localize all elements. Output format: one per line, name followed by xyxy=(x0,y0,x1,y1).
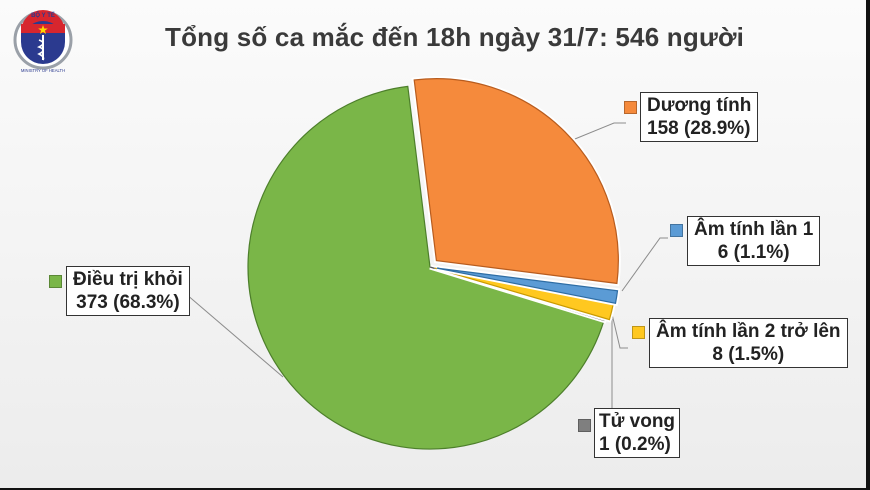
label-name: Điều trị khỏi xyxy=(73,269,183,290)
legend-swatch-tu-vong xyxy=(578,419,591,432)
leader-line-am-tinh-1 xyxy=(621,237,668,292)
svg-text:MINISTRY OF HEALTH: MINISTRY OF HEALTH xyxy=(21,68,65,73)
leader-line-dieu-tri-khoi xyxy=(185,293,284,378)
leader-line-duong-tinh xyxy=(569,122,626,142)
label-value: 373 (68.3%) xyxy=(76,292,180,313)
slice-duong-tinh xyxy=(413,78,619,285)
pie-slices xyxy=(247,76,621,450)
label-value: 6 (1.1%) xyxy=(717,242,790,263)
legend-swatch-duong-tinh xyxy=(624,101,637,114)
legend-swatch-am-tinh-1 xyxy=(670,224,683,237)
chart-title: Tổng số ca mắc đến 18h ngày 31/7: 546 ng… xyxy=(165,22,745,52)
data-label-duong-tinh: Dương tính 158 (28.9%) xyxy=(640,92,759,142)
data-label-tu-vong: Tử vong 1 (0.2%) xyxy=(594,408,681,458)
svg-text:BỘ Y TẾ: BỘ Y TẾ xyxy=(31,11,55,19)
ministry-of-health-logo: BỘ Y TẾ MINISTRY OF HEALTH xyxy=(13,10,73,73)
label-value: 158 (28.9%) xyxy=(647,118,751,139)
label-name: Âm tính lần 2 trở lên xyxy=(656,321,841,342)
data-label-am-tinh-lan-2: Âm tính lần 2 trở lên 8 (1.5%) xyxy=(649,318,848,368)
leader-lines xyxy=(185,122,668,408)
label-name: Dương tính xyxy=(647,95,752,116)
slice-am-tinh-1 xyxy=(436,267,619,305)
label-value: 8 (1.5%) xyxy=(712,344,785,365)
label-name: Âm tính lần 1 xyxy=(694,219,814,240)
label-name: Tử vong xyxy=(599,411,676,432)
data-label-am-tinh-lan-1: Âm tính lần 1 6 (1.1%) xyxy=(687,216,821,266)
label-value: 1 (0.2%) xyxy=(599,434,671,455)
data-label-dieu-tri-khoi: Điều trị khỏi 373 (68.3%) xyxy=(66,266,190,316)
legend-swatch-am-tinh-2 xyxy=(632,326,645,339)
leader-line-am-tinh-2 xyxy=(611,313,628,349)
slice-dieu-tri-khoi xyxy=(247,85,605,450)
legend-swatch-dieu-tri-khoi xyxy=(49,275,62,288)
